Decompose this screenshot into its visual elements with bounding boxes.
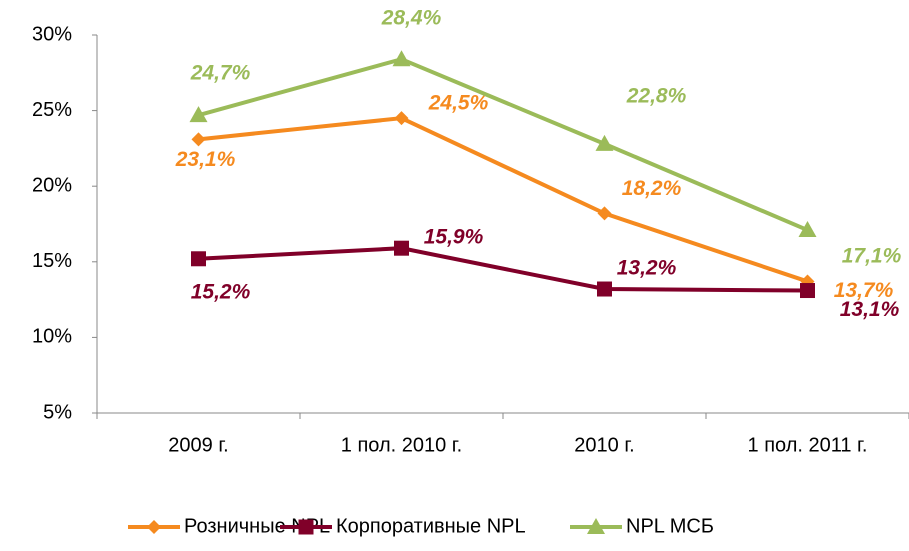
legend-marker [298, 519, 314, 535]
legend-marker [587, 518, 605, 534]
x-tick-label: 2010 г. [574, 434, 634, 456]
data-label: 24,5% [428, 92, 489, 115]
point [394, 111, 409, 126]
legend-label: NPL МСБ [626, 515, 714, 537]
point [191, 251, 206, 267]
point [800, 283, 815, 299]
data-label: 15,9% [424, 226, 484, 249]
series-line [198, 116, 809, 284]
data-label: 13,7% [834, 279, 894, 302]
data-label: 23,1% [175, 148, 236, 171]
series-line [197, 57, 809, 232]
data-label: 28,4% [381, 7, 442, 30]
x-tick-label: 1 пол. 2010 г. [341, 434, 462, 456]
data-label: 18,2% [622, 177, 682, 200]
data-label: 13,1% [840, 298, 900, 321]
y-tick-label: 25% [32, 99, 72, 121]
point [595, 134, 614, 151]
point [189, 106, 208, 123]
point [597, 281, 612, 297]
legend-label: Розничные NPL [184, 515, 330, 537]
data-label: 17,1% [842, 245, 902, 268]
x-tick-label: 1 пол. 2011 г. [748, 434, 868, 456]
data-label: 24,7% [190, 62, 251, 85]
point [191, 132, 206, 147]
point [392, 50, 411, 67]
y-tick-label: 20% [32, 174, 72, 196]
x-tick-label: 2009 г. [168, 434, 228, 456]
y-tick-label: 10% [32, 326, 72, 348]
legend-marker [147, 520, 161, 534]
series-line [198, 246, 808, 293]
point [597, 206, 612, 221]
data-label: 22,8% [626, 84, 687, 107]
y-tick-label: 15% [32, 250, 72, 272]
point [394, 240, 409, 256]
legend-label: Корпоративные NPL [336, 515, 526, 537]
y-tick-label: 30% [32, 23, 72, 45]
data-label: 13,2% [617, 257, 677, 280]
point [798, 221, 817, 238]
y-tick-label: 5% [43, 401, 72, 423]
data-label: 15,2% [191, 280, 251, 303]
